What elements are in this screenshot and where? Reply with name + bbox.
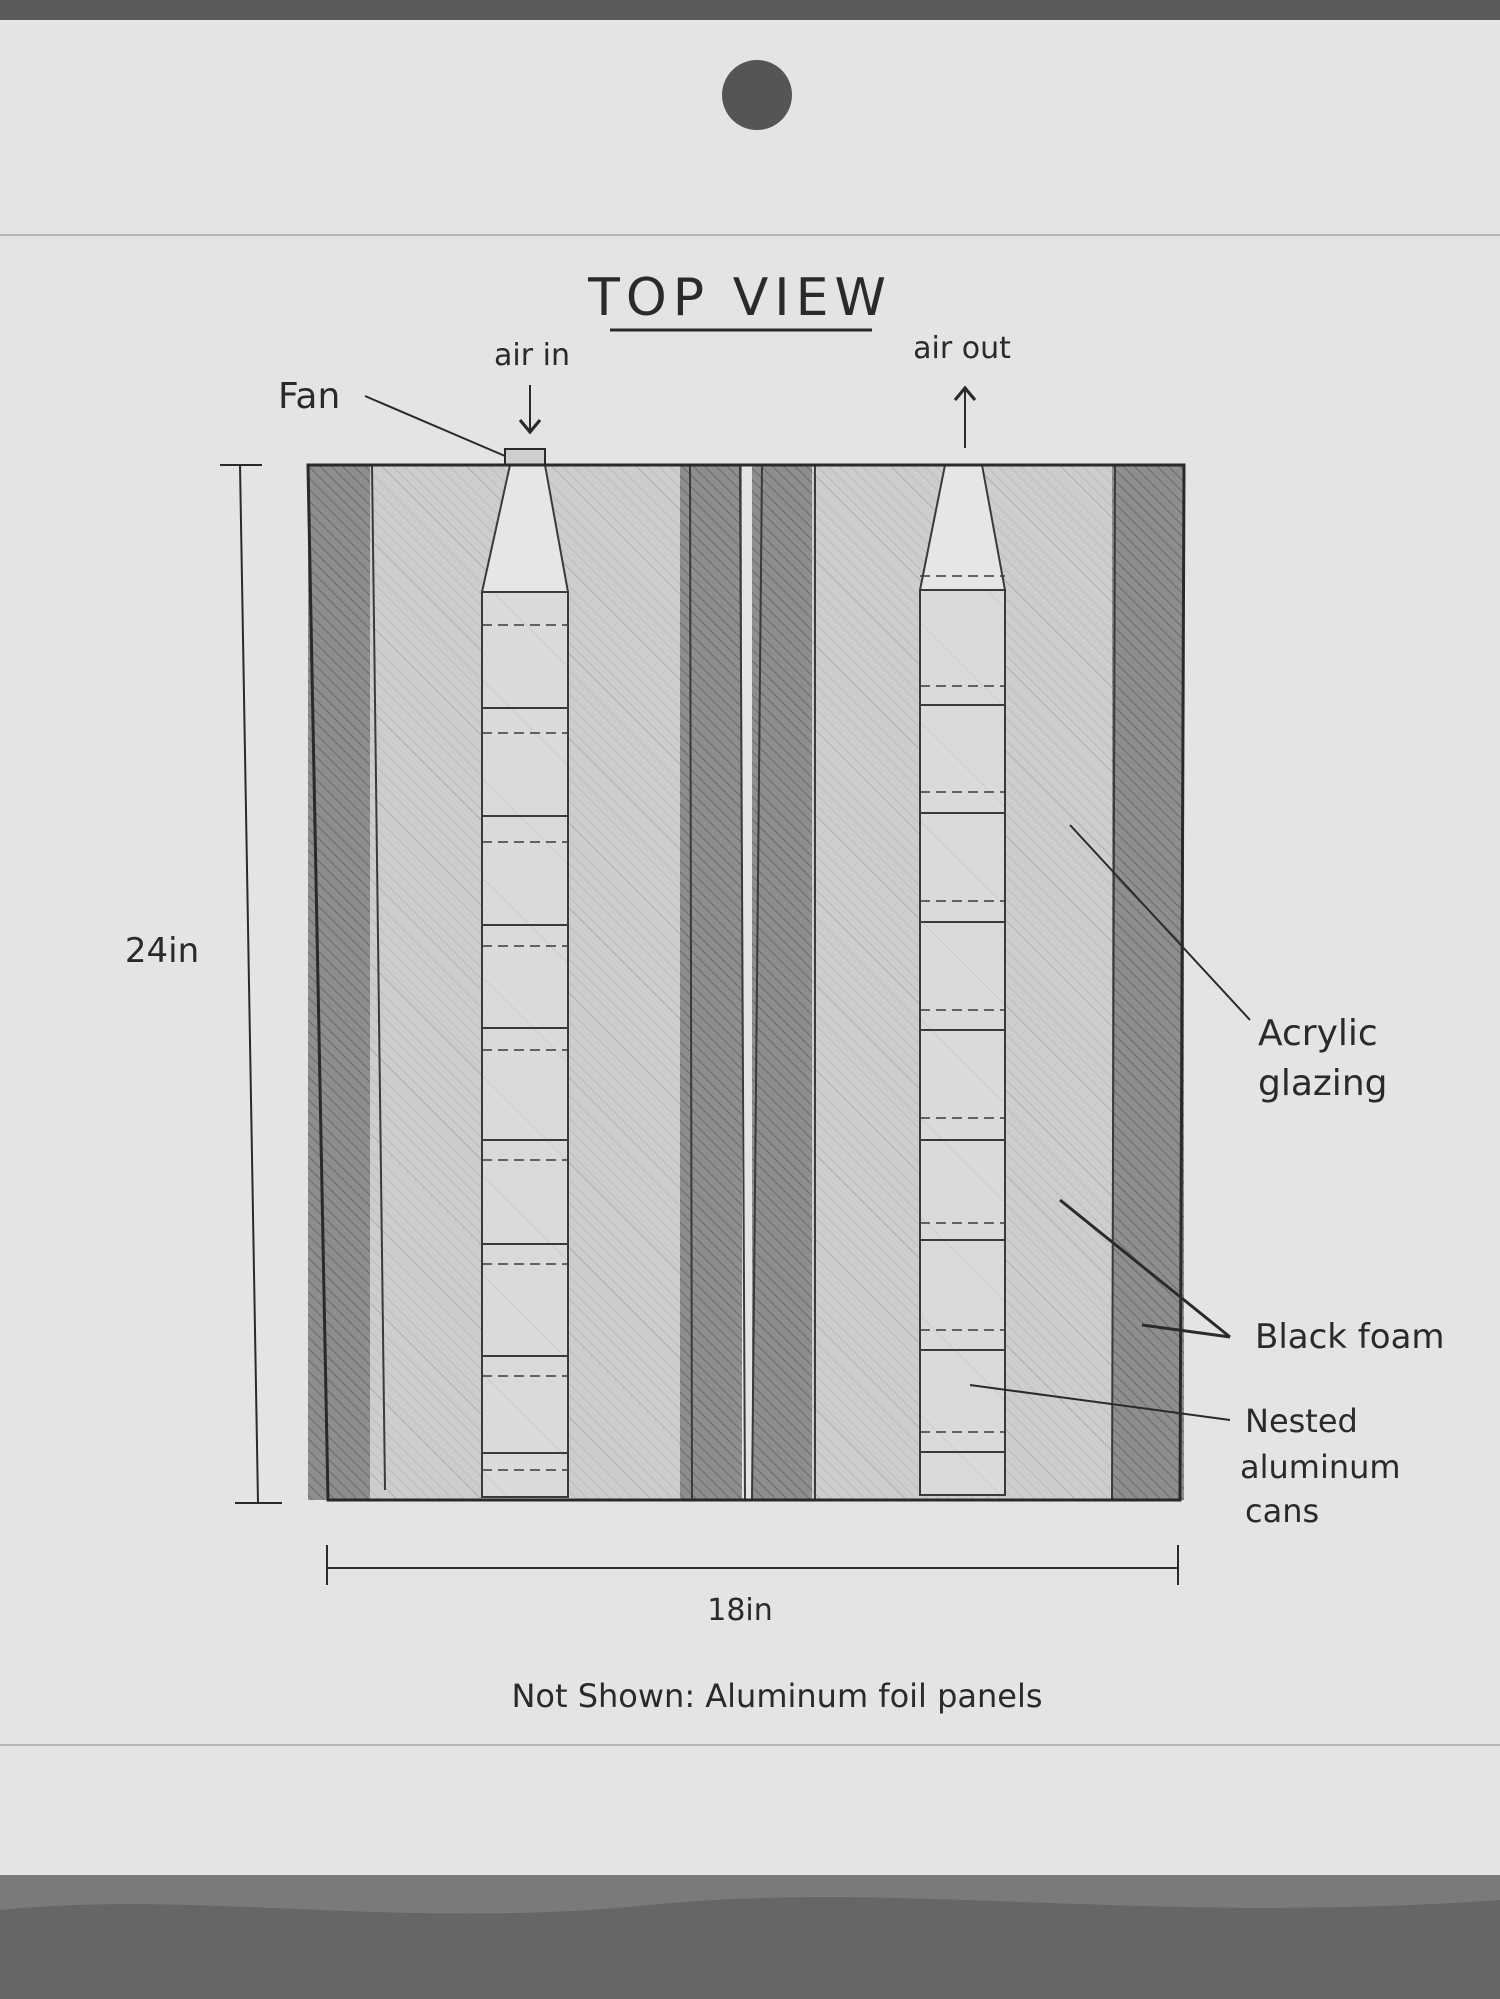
divider-line xyxy=(739,464,746,1501)
title-text: TOP VIEW xyxy=(587,268,892,328)
punch-hole xyxy=(722,60,792,130)
fan-leader-line xyxy=(364,395,506,457)
acrylic-label-line2: glazing xyxy=(1258,1063,1387,1104)
foam-leader-line-1 xyxy=(1059,1198,1231,1339)
can-rims-left xyxy=(482,624,568,1471)
height-dim-label: 24in xyxy=(125,931,199,971)
can-column-right xyxy=(918,464,1007,1496)
black-foam-center-right xyxy=(752,465,814,1500)
height-dim-line xyxy=(239,464,259,1504)
foam-leader-line-2 xyxy=(1141,1323,1231,1339)
divider-line xyxy=(751,464,763,1501)
divider-line xyxy=(371,464,386,1491)
black-foam-label: Black foam xyxy=(1255,1317,1445,1357)
black-foam-center-left xyxy=(680,465,742,1500)
width-dim-label: 18in xyxy=(707,1593,773,1628)
nested-cans-label-line1: Nested xyxy=(1245,1402,1358,1440)
can-stack-right xyxy=(919,589,1006,1496)
fan-icon xyxy=(504,448,546,466)
divider-line xyxy=(689,464,693,1501)
acrylic-leader-line xyxy=(1069,824,1251,1021)
can-joints-right xyxy=(920,704,1005,1453)
black-foam-right xyxy=(1112,465,1184,1500)
can-rims-right xyxy=(920,575,1005,1433)
fan-label: Fan xyxy=(278,376,340,417)
divider-line xyxy=(1111,464,1116,1501)
air-out-label: air out xyxy=(913,331,1011,366)
can-stack-left xyxy=(481,591,569,1498)
air-in-label: air in xyxy=(494,338,570,373)
nested-cans-label-line2: aluminum xyxy=(1240,1448,1401,1486)
footnote-text: Not Shown: Aluminum foil panels xyxy=(511,1677,1042,1715)
cans-leader-line xyxy=(969,1384,1231,1421)
box-outline xyxy=(306,463,1186,1502)
acrylic-label-line1: Acrylic xyxy=(1258,1013,1378,1054)
can-column-left xyxy=(480,448,570,1498)
collector-box xyxy=(306,448,1186,1502)
table-texture xyxy=(0,1897,1500,1999)
nested-cans-label-line3: cans xyxy=(1245,1492,1319,1530)
can-joints-left xyxy=(482,707,568,1454)
